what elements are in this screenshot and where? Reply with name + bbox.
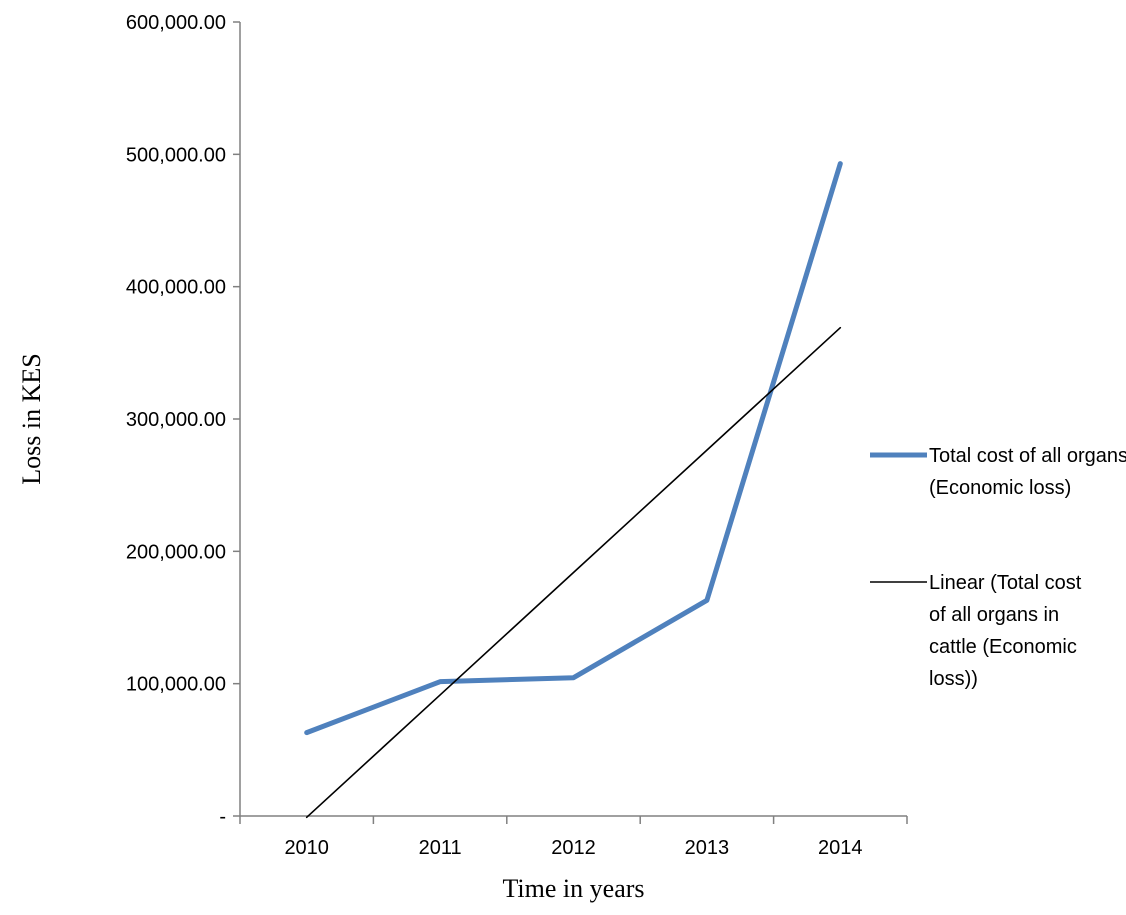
y-tick-label: 400,000.00 xyxy=(126,277,226,299)
legend-label: (Economic loss) xyxy=(929,477,1071,499)
y-tick-label: 300,000.00 xyxy=(126,409,226,431)
series-economic-loss xyxy=(304,161,843,736)
legend: Total cost of all organs in cattle (Econo… xyxy=(870,445,1126,690)
series-linear-trendline xyxy=(305,326,842,819)
x-tick-label: 2011 xyxy=(419,837,462,859)
legend-label: of all organs in xyxy=(929,604,1059,626)
y-tick-label: 100,000.00 xyxy=(126,674,226,696)
x-axis-ticks: 2010 2011 2012 2013 2014 xyxy=(239,816,908,859)
y-axis-ticks: - 100,000.00 200,000.00 300,000.00 400,000.0… xyxy=(126,12,240,828)
legend-label: cattle (Economic xyxy=(929,636,1077,658)
legend-label: Linear (Total cost xyxy=(929,572,1082,594)
x-tick-label: 2010 xyxy=(284,837,329,859)
x-tick-label: 2014 xyxy=(818,837,863,859)
y-tick-label: 200,000.00 xyxy=(126,541,226,563)
legend-label: loss)) xyxy=(929,668,978,690)
economic-loss-line xyxy=(304,161,843,736)
plot-area: - 100,000.00 200,000.00 300,000.00 400,000.0… xyxy=(126,12,908,859)
y-axis-title: Loss in KES xyxy=(17,353,46,484)
x-tick-label: 2012 xyxy=(551,837,596,859)
y-tick-label: 500,000.00 xyxy=(126,144,226,166)
x-tick-label: 2013 xyxy=(685,837,730,859)
legend-label: Total cost of all organs in cattle xyxy=(929,445,1126,467)
legend-item-economic-loss: Total cost of all organs in cattle (Econo… xyxy=(870,445,1126,499)
y-tick-label: - xyxy=(219,806,226,828)
series-layer xyxy=(304,161,843,819)
legend-item-linear-trendline: Linear (Total cost of all organs in cattle… xyxy=(870,572,1082,690)
x-axis-title: Time in years xyxy=(502,874,644,903)
y-tick-label: 600,000.00 xyxy=(126,12,226,34)
